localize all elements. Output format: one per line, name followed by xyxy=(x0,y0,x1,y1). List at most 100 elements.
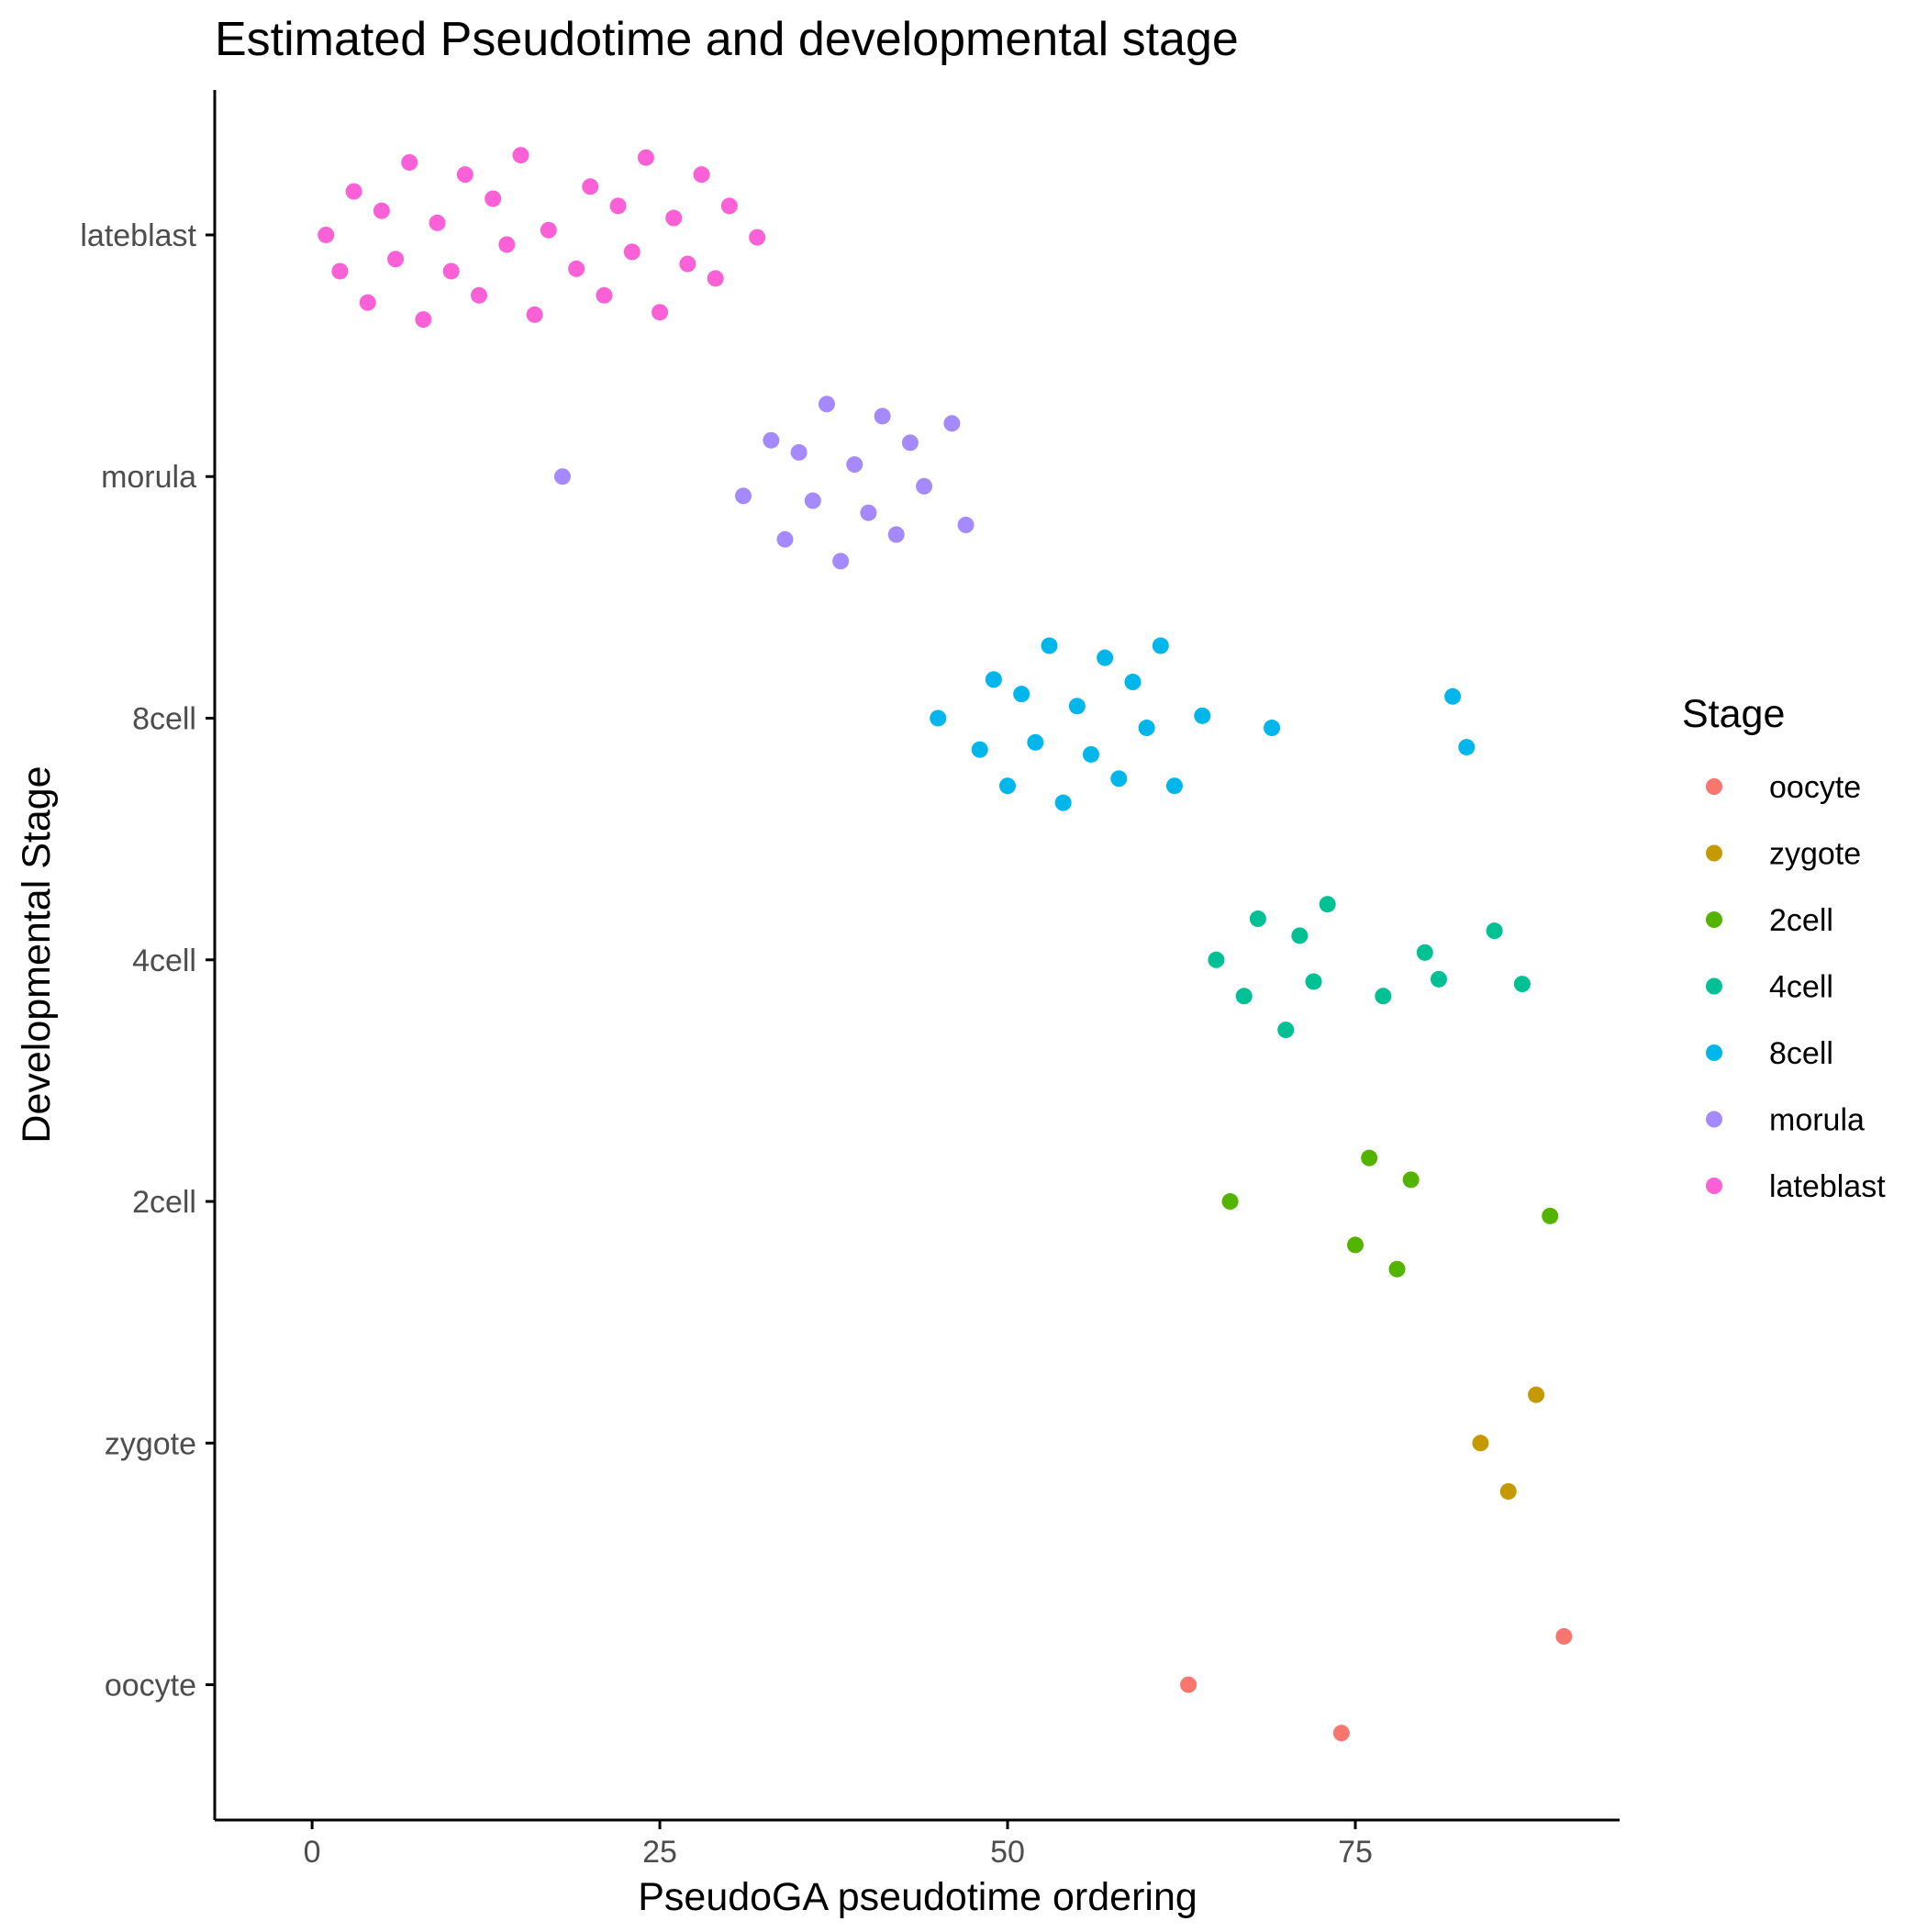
series-morula xyxy=(553,396,975,570)
data-point xyxy=(526,306,543,323)
x-axis-title: PseudoGA pseudotime ordering xyxy=(638,1875,1197,1919)
data-point xyxy=(1332,1725,1350,1742)
data-point xyxy=(1097,649,1114,666)
data-point xyxy=(1124,674,1142,691)
data-point xyxy=(568,260,585,277)
data-point xyxy=(1416,944,1433,961)
data-point xyxy=(1346,1236,1364,1254)
data-point xyxy=(860,504,877,521)
data-point xyxy=(512,147,529,164)
legend-key xyxy=(1706,1178,1722,1194)
data-point xyxy=(776,530,794,548)
data-point xyxy=(1402,1171,1420,1189)
legend-key xyxy=(1706,911,1722,928)
data-point xyxy=(359,294,376,311)
data-point xyxy=(804,492,821,509)
data-point xyxy=(1513,976,1531,993)
data-point xyxy=(957,516,975,533)
data-point xyxy=(596,286,613,304)
data-point xyxy=(1082,745,1099,763)
data-point xyxy=(971,741,988,758)
data-point xyxy=(345,183,362,200)
data-point xyxy=(1305,973,1322,990)
data-point xyxy=(763,431,780,449)
data-point xyxy=(471,286,488,304)
data-point xyxy=(623,243,640,261)
data-point xyxy=(707,270,724,287)
data-point xyxy=(401,153,418,171)
data-point xyxy=(720,197,738,215)
data-point xyxy=(1165,777,1183,795)
legend-label: zygote xyxy=(1769,837,1861,872)
data-point xyxy=(943,415,961,432)
x-tick-label: 75 xyxy=(1338,1835,1373,1870)
data-point xyxy=(1152,637,1169,654)
data-point xyxy=(1542,1207,1559,1224)
data-point xyxy=(916,477,933,495)
data-point xyxy=(429,214,446,231)
plot-area xyxy=(317,147,1573,1742)
legend-label: lateblast xyxy=(1769,1169,1886,1204)
data-point xyxy=(1361,1149,1378,1167)
data-point xyxy=(665,209,683,227)
data-point xyxy=(540,221,557,239)
data-point xyxy=(498,236,516,253)
data-point xyxy=(1027,733,1044,751)
data-point xyxy=(442,262,460,280)
chart-title: Estimated Pseudotime and developmental s… xyxy=(215,13,1239,66)
data-point xyxy=(553,468,571,486)
data-point xyxy=(887,526,905,543)
data-point xyxy=(1110,770,1128,787)
y-tick-label: oocyte xyxy=(105,1669,196,1703)
data-point xyxy=(1444,687,1462,705)
data-point xyxy=(985,671,1002,688)
data-point xyxy=(679,255,696,273)
data-point xyxy=(1375,988,1392,1005)
x-tick-label: 25 xyxy=(642,1835,677,1870)
data-point xyxy=(1208,951,1225,968)
y-tick-label: 4cell xyxy=(132,944,196,978)
data-point xyxy=(1528,1386,1545,1403)
x-tick-label: 50 xyxy=(990,1835,1025,1870)
series-zygote xyxy=(1472,1386,1545,1500)
data-point xyxy=(387,251,405,268)
legend-key xyxy=(1706,1111,1722,1128)
data-point xyxy=(652,304,669,321)
data-point xyxy=(693,166,710,184)
series-2cell xyxy=(1221,1149,1559,1278)
data-point xyxy=(1235,988,1253,1005)
data-point xyxy=(456,166,473,184)
data-point xyxy=(415,311,432,329)
y-tick-label: zygote xyxy=(105,1426,196,1461)
data-point xyxy=(1499,1482,1517,1500)
data-point xyxy=(1264,720,1281,737)
data-point xyxy=(749,229,766,246)
data-point xyxy=(1277,1022,1295,1039)
data-point xyxy=(609,197,627,215)
legend-label: 4cell xyxy=(1769,970,1833,1005)
data-point xyxy=(637,149,654,166)
legend-key xyxy=(1706,977,1722,995)
data-point xyxy=(846,456,863,474)
data-point xyxy=(485,190,502,207)
y-tick-label: lateblast xyxy=(80,218,196,253)
data-point xyxy=(874,408,891,425)
data-point xyxy=(1138,720,1155,737)
data-point xyxy=(1458,739,1476,756)
y-axis-ticks: oocyte zygote 2cell 4cell 8cell morula latebla… xyxy=(80,218,215,1703)
data-point xyxy=(1555,1627,1573,1645)
data-point xyxy=(735,487,752,505)
legend: Stage oocyte zygote 2cell 4cell 8cell morula l… xyxy=(1682,692,1886,1204)
legend-key xyxy=(1706,1044,1722,1061)
legend-key xyxy=(1706,778,1722,795)
legend-label: morula xyxy=(1769,1103,1865,1138)
data-point xyxy=(373,202,390,219)
data-point xyxy=(1194,707,1211,724)
data-point xyxy=(1486,922,1503,940)
data-point xyxy=(582,178,599,195)
data-point xyxy=(1054,794,1072,811)
data-point xyxy=(1472,1435,1489,1452)
x-tick-label: 0 xyxy=(304,1835,321,1870)
